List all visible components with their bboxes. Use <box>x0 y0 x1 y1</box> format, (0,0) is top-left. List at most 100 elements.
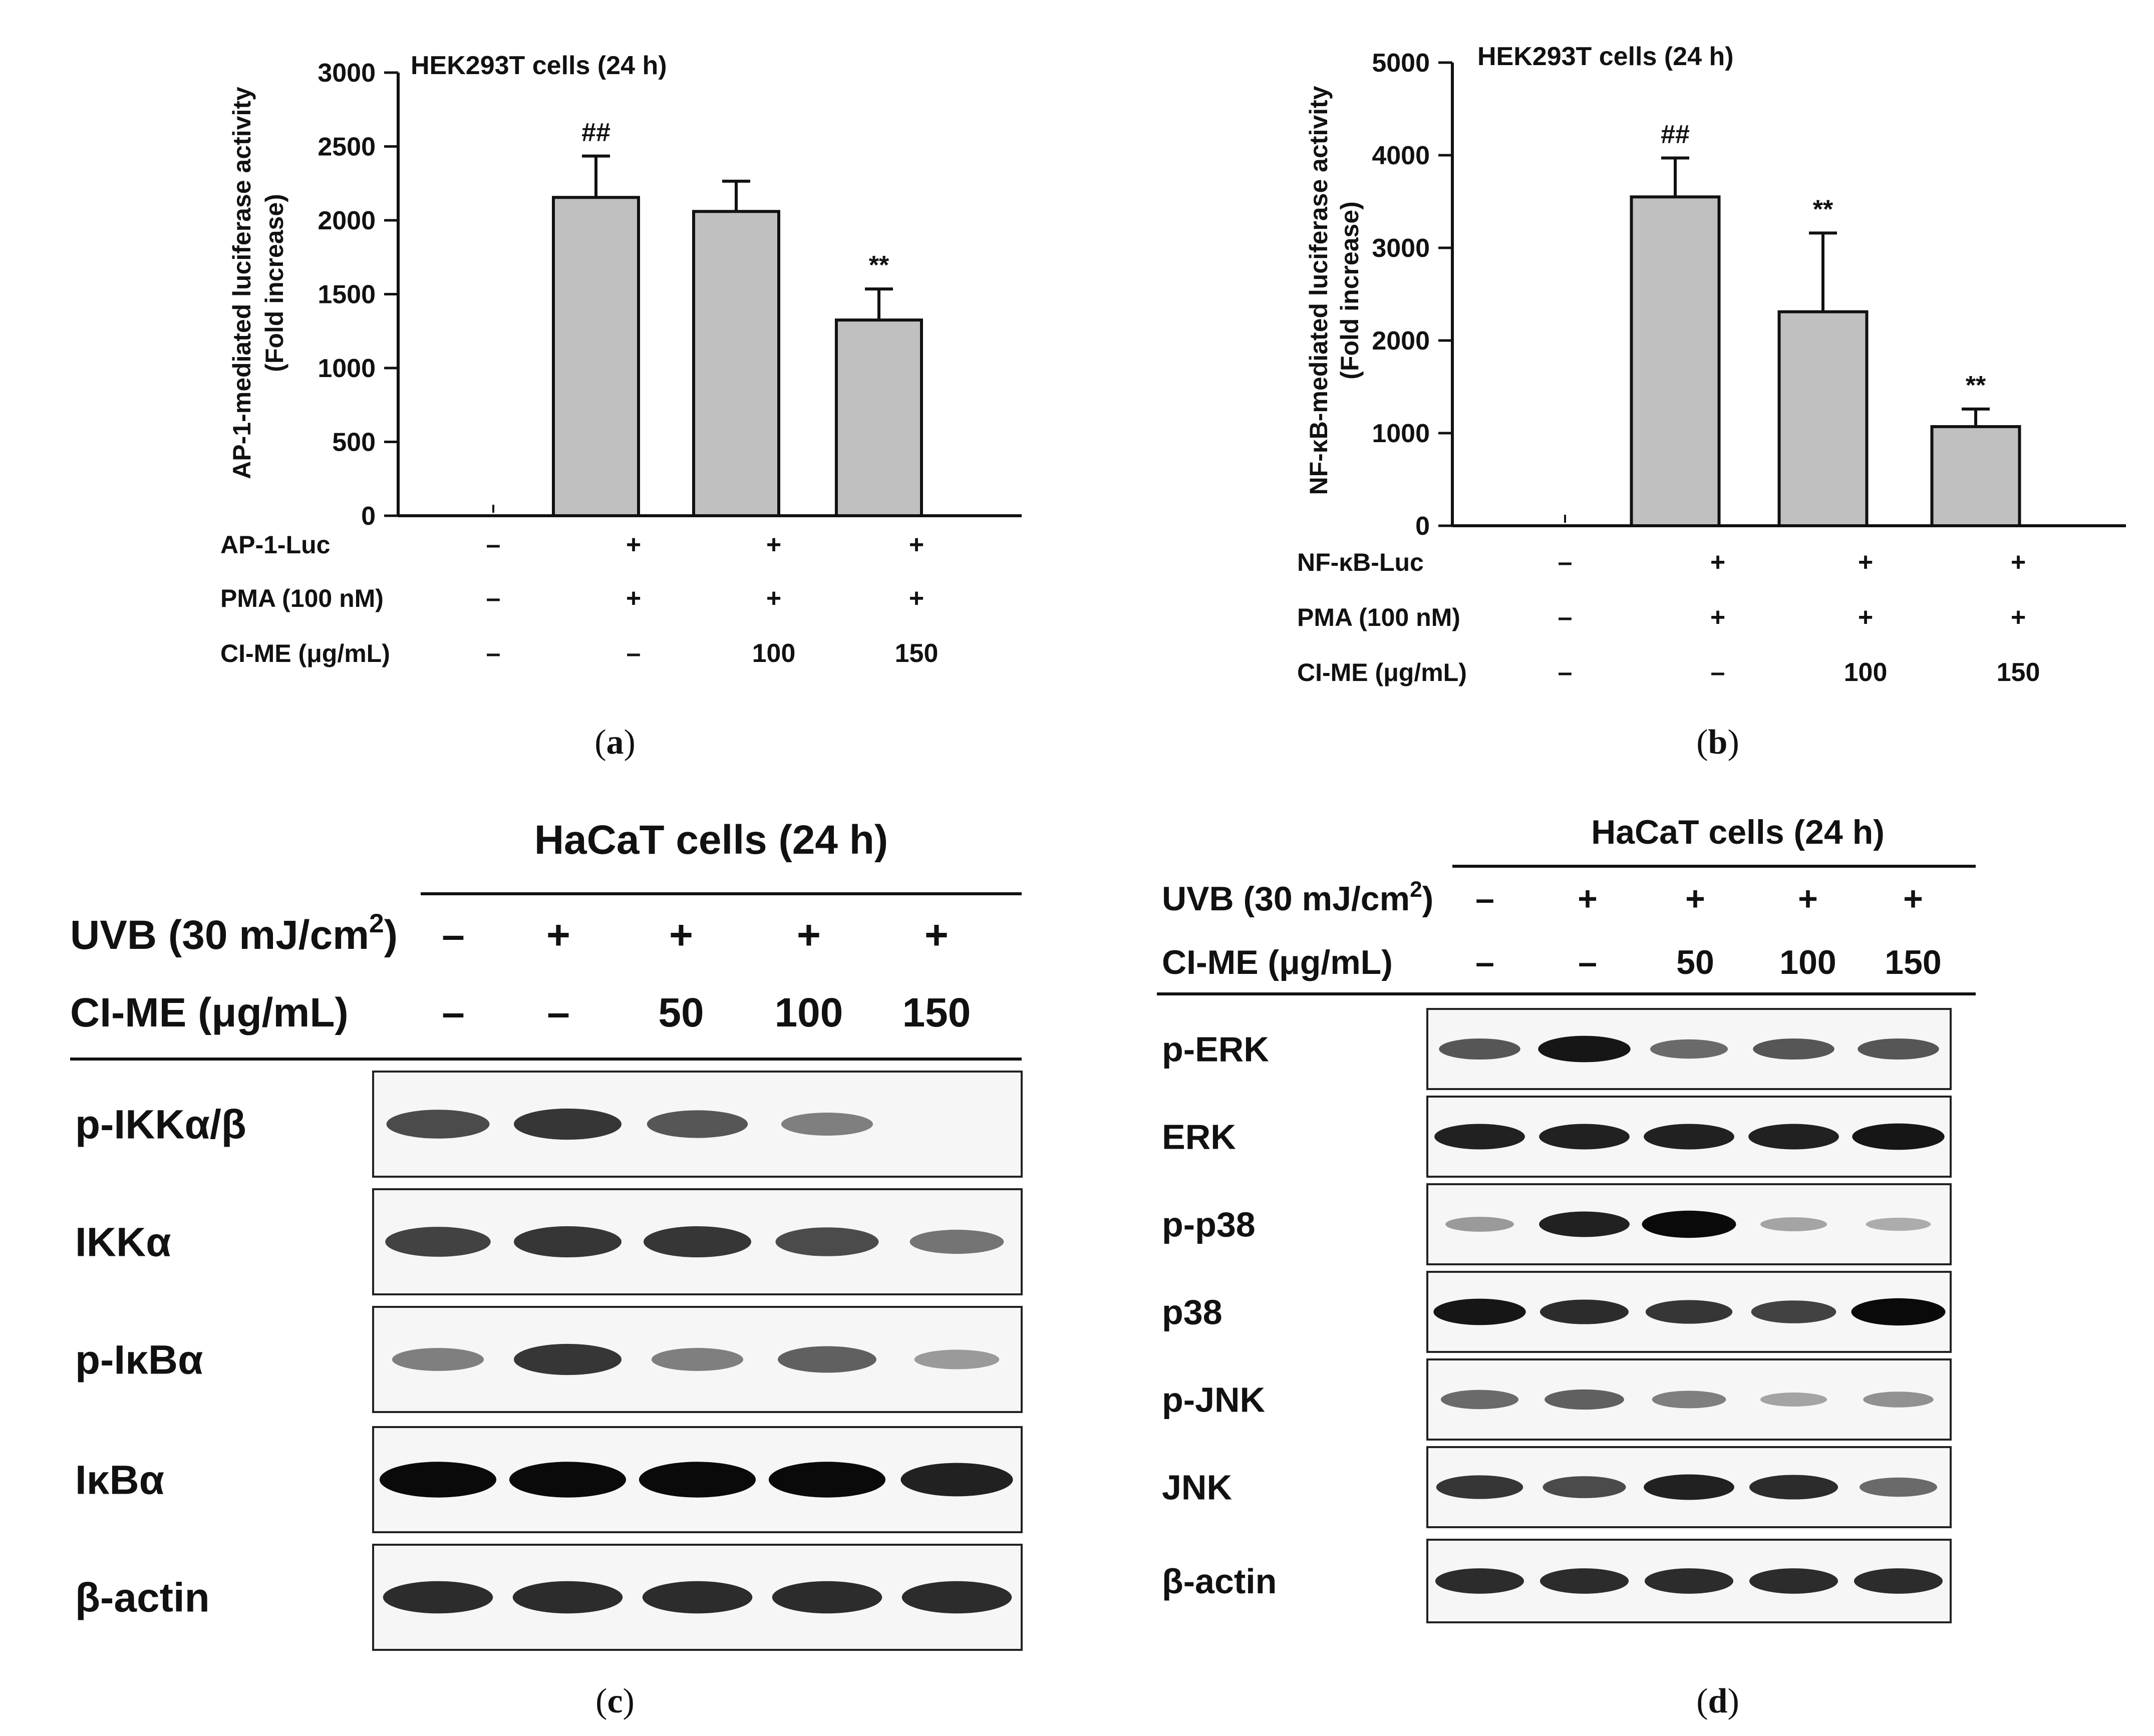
uvb-value: – <box>442 912 465 958</box>
condition-value: + <box>1710 548 1725 577</box>
condition-value: + <box>766 530 781 559</box>
condition-value: + <box>1858 548 1873 577</box>
protein-band <box>768 1462 886 1498</box>
protein-band <box>1644 1124 1734 1150</box>
protein-band <box>1433 1298 1526 1325</box>
protein-band <box>1760 1217 1827 1231</box>
protein-band <box>514 1108 622 1140</box>
condition-value: + <box>626 530 641 559</box>
cime-value: 150 <box>902 990 971 1035</box>
bar <box>835 318 923 517</box>
blot-row-label: p-JNK <box>1162 1380 1265 1420</box>
panel-caption: (b) <box>1696 723 1739 762</box>
significance-mark: ** <box>1966 371 1986 400</box>
condition-value: + <box>2011 548 2026 577</box>
bar <box>1777 310 1869 528</box>
cime-value: 100 <box>775 990 843 1035</box>
protein-band <box>1539 1124 1630 1150</box>
condition-value: + <box>909 530 924 559</box>
cime-label: CI-ME (μg/mL) <box>70 990 349 1035</box>
y-tick-label: 3000 <box>318 59 376 88</box>
protein-band <box>1543 1476 1626 1498</box>
condition-label: CI-ME (μg/mL) <box>1297 658 1467 686</box>
protein-band <box>1435 1568 1524 1594</box>
protein-band <box>1540 1299 1629 1324</box>
chart-title: HEK293T cells (24 h) <box>411 51 667 80</box>
protein-band <box>1652 1391 1726 1409</box>
blot-row-label: ERK <box>1162 1118 1236 1157</box>
significance-mark: ## <box>1661 120 1690 149</box>
blot-row-label: p38 <box>1162 1293 1222 1332</box>
cime-value: 50 <box>658 990 704 1035</box>
protein-band <box>1538 1035 1631 1063</box>
y-tick-label: 3000 <box>1372 234 1430 263</box>
uvb-value: + <box>1685 880 1705 918</box>
uvb-label-close: ) <box>1422 880 1434 918</box>
condition-value: – <box>1558 658 1573 687</box>
protein-band <box>1863 1392 1934 1408</box>
protein-band <box>1760 1393 1827 1407</box>
y-tick-label: 2000 <box>318 206 376 235</box>
uvb-value: + <box>546 912 570 958</box>
bar <box>1930 425 2021 527</box>
blot-row-label: IKKα <box>75 1220 171 1265</box>
y-tick-label: 5000 <box>1372 49 1430 78</box>
uvb-value: + <box>1578 880 1598 918</box>
protein-band <box>392 1348 484 1371</box>
protein-band <box>775 1227 879 1256</box>
uvb-value: + <box>1903 880 1923 918</box>
y-axis-label: AP-1-mediated luciferase activity <box>228 87 256 479</box>
condition-label: AP-1-Luc <box>220 531 330 559</box>
protein-band <box>385 1227 491 1257</box>
blot-row-label: β-actin <box>75 1575 210 1621</box>
uvb-label-text: UVB (30 mJ/cm <box>1162 880 1410 918</box>
y-tick-label: 0 <box>361 502 376 531</box>
protein-band <box>1650 1039 1728 1059</box>
condition-value: + <box>766 584 781 613</box>
cime-value: – <box>547 990 570 1035</box>
uvb-label: UVB (30 mJ/cm2) <box>70 909 398 958</box>
y-axis-label-units: (Fold increase) <box>1336 201 1364 380</box>
protein-band <box>1645 1300 1733 1324</box>
blot-row-label: p-IKKα/β <box>75 1102 246 1148</box>
protein-band <box>509 1462 627 1498</box>
protein-band <box>781 1113 873 1136</box>
condition-value: – <box>486 584 501 613</box>
protein-band <box>1642 1210 1736 1238</box>
condition-value: 150 <box>1997 658 2040 687</box>
protein-band <box>901 1581 1012 1614</box>
condition-label: PMA (100 nM) <box>220 584 384 612</box>
condition-value: + <box>1858 603 1873 632</box>
condition-value: – <box>1711 658 1725 687</box>
panel-d-western-blot: HaCaT cells (24 h) UVB (30 mJ/cm2) CI-ME (… <box>1157 813 1976 1720</box>
blot-row-label: JNK <box>1162 1468 1232 1507</box>
protein-band <box>642 1581 753 1614</box>
y-tick-label: 2500 <box>318 133 376 162</box>
blot-row-label: β-actin <box>1162 1562 1277 1601</box>
protein-band <box>778 1346 876 1373</box>
protein-band <box>1751 1300 1836 1323</box>
cime-value: – <box>1578 943 1597 981</box>
condition-value: 150 <box>895 639 939 668</box>
significance-mark: ** <box>869 251 889 280</box>
y-tick-label: 500 <box>332 428 376 457</box>
panel-caption: (a) <box>594 723 636 762</box>
blot-title: HaCaT cells (24 h) <box>534 817 888 863</box>
protein-band <box>1445 1217 1514 1232</box>
protein-band <box>1436 1475 1523 1499</box>
condition-value: 100 <box>1844 658 1888 687</box>
blot-row-label: IκBα <box>75 1458 164 1503</box>
protein-band <box>1439 1038 1520 1060</box>
protein-band <box>1539 1211 1630 1237</box>
condition-value: + <box>1710 603 1725 632</box>
y-tick-label: 1000 <box>318 354 376 383</box>
protein-band <box>639 1462 756 1498</box>
protein-band <box>1858 1038 1939 1060</box>
panel-caption-letter: b <box>1708 723 1728 762</box>
condition-value: 100 <box>752 639 796 668</box>
condition-value: – <box>627 639 641 668</box>
protein-band <box>1866 1217 1931 1231</box>
protein-band <box>772 1581 882 1614</box>
protein-band <box>900 1463 1013 1497</box>
